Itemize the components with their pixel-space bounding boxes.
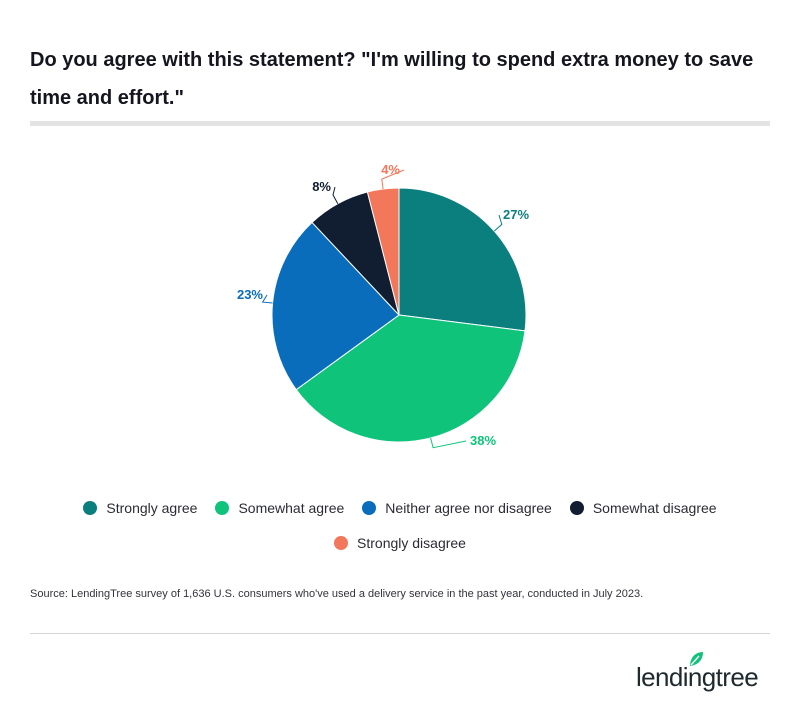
data-label: 38% — [470, 433, 496, 448]
pie-slice-strongly-agree — [398, 187, 527, 332]
data-label: 8% — [312, 179, 331, 194]
legend-label: Somewhat agree — [238, 500, 345, 516]
data-label: 23% — [237, 287, 263, 302]
legend-swatch — [215, 501, 230, 515]
legend-item: Somewhat agree — [215, 500, 344, 516]
legend-item: Somewhat disagree — [569, 500, 717, 516]
legend-swatch — [83, 501, 98, 515]
legend-label: Strongly disagree — [357, 535, 466, 551]
title-divider — [30, 121, 770, 126]
legend-label: Somewhat disagree — [592, 500, 717, 516]
legend-item: Strongly agree — [83, 500, 197, 516]
legend-row-2: Strongly disagree — [0, 535, 800, 551]
leader-line — [430, 437, 467, 449]
legend-swatch — [334, 536, 349, 550]
logo-text: lendingtree — [636, 662, 759, 692]
leader-line — [261, 294, 273, 304]
legend-swatch — [569, 501, 584, 515]
pie-slice-somewhat-agree — [295, 314, 526, 443]
legend: Strongly agree Somewhat agree Neither agre… — [0, 500, 800, 516]
chart-title: Do you agree with this statement? "I'm w… — [30, 49, 754, 109]
legend-label: Strongly agree — [106, 500, 198, 516]
leader-line — [332, 186, 339, 204]
footer-divider — [30, 633, 770, 634]
pie-chart: 27% 38% 23% 8% 4% — [237, 162, 529, 449]
leader-line — [493, 214, 503, 232]
legend-label: Neither agree nor disagree — [385, 500, 552, 516]
lendingtree-logo: lendingtree — [636, 650, 772, 692]
legend-swatch — [362, 501, 377, 515]
data-label: 27% — [503, 207, 529, 222]
leader-line — [381, 169, 405, 190]
source-note: Source: LendingTree survey of 1,636 U.S.… — [30, 588, 644, 600]
legend-item: Strongly disagree — [334, 535, 466, 551]
leaf-icon — [690, 652, 703, 666]
legend-item: Neither agree nor disagree — [362, 500, 552, 516]
data-label: 4% — [381, 162, 400, 177]
